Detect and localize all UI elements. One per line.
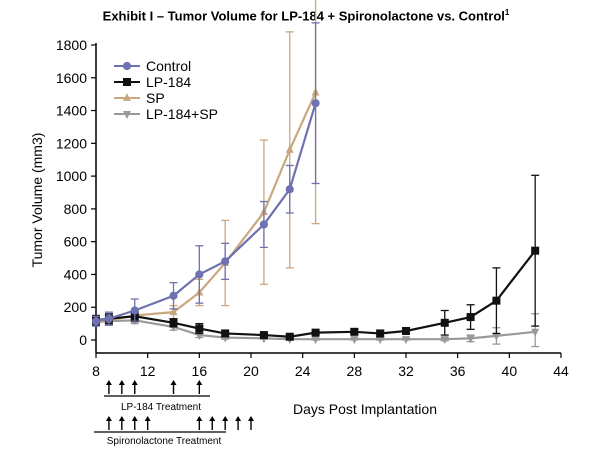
treatment-label: LP-184 Treatment [121,402,201,413]
data-point [221,329,230,338]
data-point [169,307,178,316]
annotation-spironolactone-treatment: Spironolactone Treatment [94,416,254,447]
data-point [311,99,320,108]
x-tick-label: 8 [92,363,100,379]
y-tick-label: 1400 [56,103,87,119]
legend-label: Control [146,58,191,74]
data-point [285,332,294,341]
annotation-lp-184-treatment: LP-184 Treatment [104,380,210,413]
legend-marker [123,111,131,119]
data-point [402,336,410,345]
data-point [259,220,269,229]
legend-item-lp-184: LP-184 [114,74,191,90]
legend-marker [122,61,132,71]
treatment-arrowhead [170,380,177,385]
data-point [104,314,114,323]
y-tick-label: 1800 [56,37,87,53]
legend-marker [123,78,131,86]
chart-title: Exhibit I – Tumor Volume for LP-184 + Sp… [0,8,612,23]
y-tick-label: 1200 [56,135,87,151]
x-tick-label: 16 [192,363,208,379]
data-point [440,336,449,345]
y-tick-label: 800 [64,201,88,217]
data-point [492,296,501,305]
series-line [95,92,317,323]
data-point [376,336,385,345]
series-line [95,250,537,338]
data-point [285,144,294,153]
treatment-arrowhead [105,380,112,385]
data-point [466,335,475,344]
data-point [311,328,320,337]
data-point [466,313,475,322]
treatment-arrowhead [105,416,112,421]
x-tick-label: 32 [398,363,414,379]
x-tick-label: 40 [502,363,518,379]
data-point [130,306,139,315]
data-point [221,257,230,266]
x-tick-label: 36 [450,363,466,379]
treatment-label: Spironolactone Treatment [107,436,222,447]
axes: 0 200 400 600 800 1000 1200 1400 1600 1800 8 12 16 20… [56,37,569,379]
data-point [492,332,501,341]
x-tick-label: 20 [243,363,259,379]
legend-marker [123,93,131,101]
treatment-arrowhead [196,380,203,385]
data-point [350,327,359,336]
y-tick-label: 1000 [56,168,87,184]
legend-label: LP-184 [146,74,191,90]
x-tick-label: 44 [553,363,569,379]
treatment-arrowhead [248,416,254,421]
y-tick-label: 200 [64,299,88,315]
treatment-arrowhead [118,416,125,421]
data-point [376,329,385,338]
chart-title-footnote: 1 [504,8,510,17]
data-point [169,291,178,300]
legend-item-sp: SP [114,90,165,106]
legend-label: LP-184+SP [146,106,218,122]
series-sp [92,0,320,326]
data-point [195,270,204,279]
data-point [259,331,268,340]
legend-label: SP [146,90,165,106]
treatment-arrowhead [222,416,229,421]
treatment-arrowhead [235,416,242,421]
data-point [169,318,178,327]
legend-item-control: Control [114,58,191,74]
data-point [531,246,540,255]
treatment-annotations: LP-184 Treatment Spironolactone Treatment [94,380,254,447]
y-tick-label: 600 [64,234,88,250]
data-point [91,317,101,326]
y-tick-label: 1600 [56,70,87,86]
data-point [311,336,320,345]
treatment-arrowhead [196,416,203,421]
y-tick-label: 400 [64,266,88,282]
x-axis-label: Days Post Implantation [293,401,437,417]
treatment-arrowhead [131,380,138,385]
data-point [285,185,294,194]
data-point [531,328,540,337]
data-point [195,324,204,333]
series-control [91,22,320,327]
series-lp-184 [92,174,540,341]
data-point [350,336,359,345]
legend-item-lp-184-sp: LP-184+SP [114,106,218,122]
series-line [95,102,317,323]
series-line [95,319,536,341]
data-point [440,318,449,327]
x-tick-label: 28 [347,363,363,379]
data-point [402,326,410,335]
y-axis-label: Tumor Volume (mm3) [29,133,45,268]
treatment-arrowhead [131,416,138,421]
series-layer [91,0,540,348]
x-tick-label: 12 [140,363,156,379]
treatment-arrowhead [209,416,216,421]
chart-title-text: Exhibit I – Tumor Volume for LP-184 + Sp… [102,8,505,24]
treatment-arrowhead [118,380,125,385]
y-tick-label: 0 [79,332,87,348]
x-tick-label: 24 [295,363,311,379]
treatment-arrowhead [144,416,151,421]
